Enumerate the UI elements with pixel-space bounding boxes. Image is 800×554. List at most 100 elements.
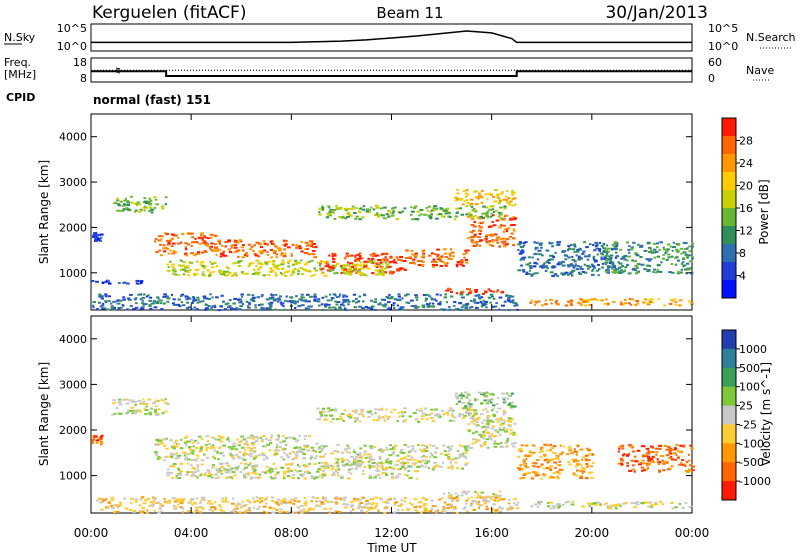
data-cell (690, 245, 694, 248)
data-cell (552, 445, 557, 448)
data-cell (501, 419, 506, 422)
data-cell (672, 448, 676, 451)
data-cell (490, 392, 494, 395)
data-cell (207, 298, 211, 300)
data-cell (431, 305, 435, 308)
data-cell (471, 408, 476, 411)
data-cell (521, 249, 524, 252)
data-cell (547, 444, 550, 447)
data-cell (329, 500, 334, 503)
data-cell (140, 282, 143, 285)
data-cell (203, 240, 207, 242)
data-cell (584, 458, 588, 461)
data-cell (199, 448, 203, 451)
data-cell (277, 297, 280, 300)
data-cell (383, 252, 388, 255)
data-cell (329, 268, 332, 271)
data-cell (101, 297, 104, 300)
data-cell (385, 213, 389, 216)
data-cell (488, 240, 492, 243)
data-cell (437, 302, 441, 305)
data-cell (232, 302, 236, 305)
data-cell (273, 298, 278, 301)
nsky-right-tick-bottom: 10^0 (708, 40, 738, 53)
data-cell (466, 405, 470, 408)
data-cell (623, 453, 626, 456)
data-cell (618, 447, 621, 450)
data-cell (428, 510, 433, 512)
freq-right-tick-bottom: 0 (708, 72, 715, 85)
data-cell (410, 445, 415, 448)
data-cell (355, 215, 359, 218)
data-cell (247, 508, 251, 511)
data-cell (356, 506, 360, 509)
data-cell (676, 449, 680, 452)
data-cell (200, 232, 205, 235)
data-cell (252, 465, 257, 468)
data-cell (310, 274, 314, 277)
data-cell (645, 447, 650, 450)
data-cell (460, 445, 463, 448)
data-cell (384, 467, 389, 470)
data-cell (188, 306, 191, 309)
data-cell (280, 252, 284, 255)
data-cell (168, 501, 172, 504)
data-cell (286, 456, 291, 459)
data-cell (211, 444, 215, 447)
data-cell (433, 461, 437, 464)
data-cell (592, 257, 595, 260)
data-cell (158, 235, 162, 238)
data-cell (473, 409, 478, 412)
data-cell (662, 246, 665, 249)
data-cell (321, 205, 324, 208)
data-cell (488, 244, 493, 246)
data-cell (157, 511, 161, 514)
data-cell (157, 239, 162, 242)
data-cell (602, 246, 604, 249)
data-cell (391, 475, 395, 478)
data-cell (483, 238, 486, 241)
data-cell (354, 254, 357, 257)
data-cell (299, 511, 303, 514)
data-cell (370, 261, 373, 264)
data-cell (562, 261, 565, 264)
data-cell (211, 510, 215, 513)
data-cell (340, 497, 345, 500)
data-cell (310, 242, 314, 245)
data-cell (228, 471, 231, 474)
data-cell (620, 303, 624, 306)
data-cell (495, 496, 498, 499)
data-cell (451, 409, 455, 412)
data-cell (137, 293, 141, 296)
data-cell (451, 412, 454, 415)
data-cell (261, 252, 264, 255)
data-cell (233, 474, 237, 477)
data-cell (404, 294, 408, 297)
data-cell (522, 460, 525, 463)
data-cell (595, 298, 599, 301)
data-cell (543, 453, 547, 456)
data-cell (467, 237, 470, 240)
data-cell (510, 295, 515, 298)
data-cell (680, 271, 683, 274)
data-cell (234, 468, 239, 471)
data-cell (602, 243, 605, 246)
data-cell (508, 295, 512, 297)
data-cell (452, 498, 455, 501)
data-cell (408, 502, 412, 505)
data-cell (336, 465, 339, 468)
data-cell (173, 270, 177, 273)
data-cell (183, 454, 187, 457)
data-cell (544, 270, 548, 272)
data-cell (100, 443, 103, 446)
data-cell (113, 202, 118, 205)
data-cell (188, 261, 192, 264)
data-cell (658, 248, 661, 251)
data-cell (171, 476, 175, 479)
data-cell (462, 394, 465, 397)
data-cell (391, 467, 395, 470)
data-cell (506, 439, 509, 442)
data-cell (174, 234, 178, 237)
data-cell (141, 507, 146, 510)
